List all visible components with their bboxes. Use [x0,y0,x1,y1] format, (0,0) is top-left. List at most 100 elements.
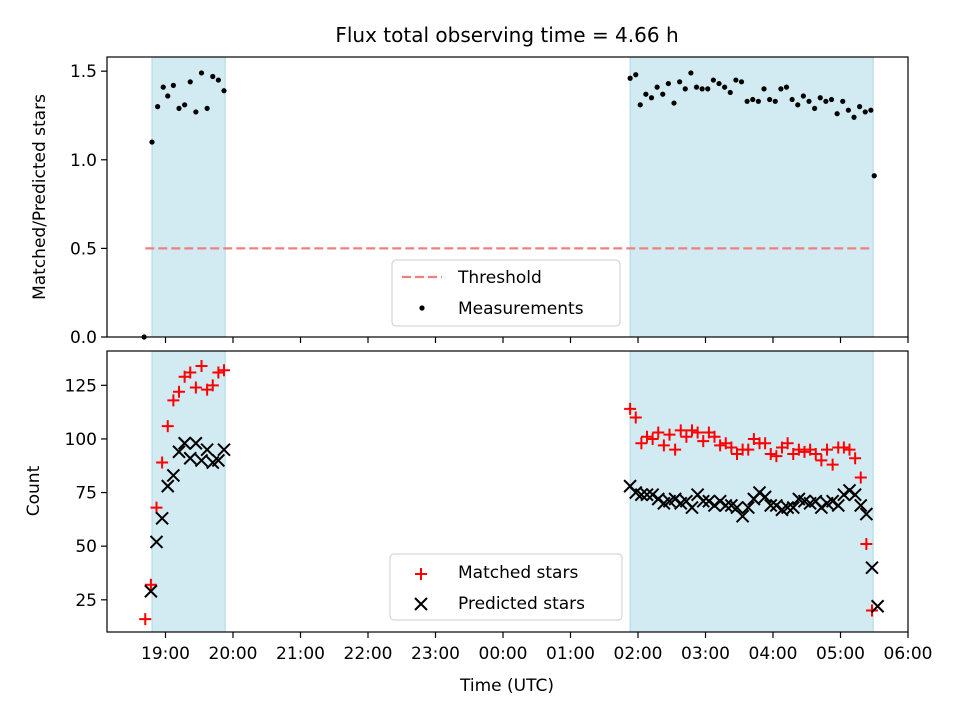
measurement-point [868,107,874,113]
matched-star-point [849,452,862,465]
y-tick-label: 0.5 [70,239,97,259]
measurement-point [857,104,863,110]
predicted-star-point [719,498,733,513]
measurement-point [789,96,795,103]
matched-star-point [837,441,850,454]
matched-star-point [161,420,174,433]
measurement-point [637,102,643,108]
measurement-point [633,72,639,78]
measurement-point [772,98,778,104]
predicted-star-point [183,451,197,465]
x-tick-label: 20:00 [209,644,258,664]
measurement-point [170,82,176,88]
matched-star-point [697,435,710,448]
predicted-star-point [177,436,192,450]
measurement-point [160,84,166,90]
predicted-star-point [859,507,874,521]
predicted-star-point [696,494,710,508]
measurement-point [722,84,728,90]
measurement-point [716,80,722,87]
measurement-point [705,86,711,92]
shaded-interval-1 [629,56,874,338]
measurement-point [710,77,716,83]
measurement-point [817,95,823,101]
matched-star-point [764,447,777,460]
matched-star-point [652,426,665,439]
predicted-star-point [149,535,164,549]
measurement-point [755,98,761,104]
predicted-star-point [634,488,649,502]
measurement-point [823,98,829,104]
measurement-point [182,102,188,108]
measurement-point [800,93,806,99]
x-tick-label: 03:00 [681,644,730,664]
y-tick-label: 0.0 [70,328,97,348]
matched-star-point [860,538,873,551]
predicted-star-point [730,500,744,515]
predicted-star-point [166,468,181,483]
bottom-y-axis-label: Count [24,465,44,516]
measurement-point [193,109,199,115]
matched-star-point [809,447,822,460]
matched-star-point [663,428,676,441]
predicted-star-point [161,479,175,493]
measurement-point [778,86,784,92]
measurement-point [221,88,227,94]
matched-star-point [167,394,180,407]
predicted-star-point [172,445,186,459]
predicted-star-point [211,453,226,468]
predicted-star-point [870,599,885,613]
y-tick-label: 25 [75,591,97,611]
top-panel: 0.0 0.5 1.0 1.5 Matched/Predicted stars Thr… [30,56,909,348]
matched-star-point [195,360,208,373]
measurement-point [812,105,818,111]
shaded-interval-0 [151,56,226,338]
measurement-point [693,84,700,90]
matched-star-point [854,471,867,484]
bottom-legend: Matched stars Predicted stars [389,553,623,621]
matched-star-point [635,437,648,450]
matched-star-point [821,443,833,456]
measurement-point [862,109,868,115]
legend-matched-label: Matched stars [458,563,578,583]
measurement-points [141,70,877,340]
measurement-point [834,111,840,117]
x-tick-label: 21:00 [276,644,325,664]
measurement-point [671,100,677,106]
predicted-star-point [144,584,158,598]
measurement-point [677,79,683,85]
matched-star-point [641,430,653,443]
y-tick-label: 75 [75,484,97,504]
matched-star-point [725,441,738,454]
predicted-star-point [848,488,862,502]
measurement-point [851,114,857,120]
matched-star-point [708,430,721,443]
y-tick-label: 50 [75,537,97,557]
predicted-stars-points [144,436,885,613]
predicted-star-point [865,560,879,575]
x-tick-label: 05:00 [816,644,865,664]
y-tick-label: 125 [65,376,97,396]
bottom-shaded-regions [151,350,874,633]
legend-measurements-label: Measurements [458,299,584,319]
measurement-point [795,102,801,108]
bottom-panel: 25 50 75 100 125 19:00 20:00 21:00 22:00 23:00 00… [24,350,933,696]
shaded-interval-1 [629,350,874,633]
measurement-point [176,105,182,111]
legend-measurements-swatch [419,305,425,311]
top-shaded-regions [151,56,874,338]
matched-star-point [173,385,185,398]
legend-threshold-label: Threshold [457,268,542,288]
measurement-point [155,104,161,110]
measurement-point [665,80,671,87]
measurement-point [845,107,851,113]
measurement-point [654,84,660,90]
matched-star-point [218,364,230,377]
predicted-star-point [735,509,750,523]
x-tick-label: 04:00 [749,644,798,664]
measurement-point [660,91,666,97]
matched-star-point [669,443,682,456]
measurement-point [828,96,835,103]
top-legend: Threshold Measurements [391,259,621,327]
